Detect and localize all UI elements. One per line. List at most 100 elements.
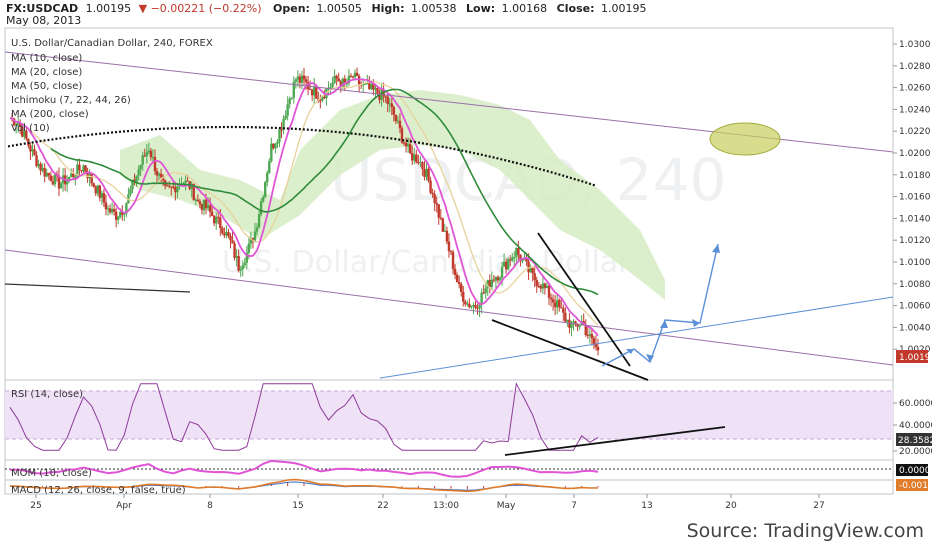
candle-up (370, 84, 373, 90)
candle-up (135, 175, 138, 183)
candle-up (127, 194, 130, 204)
candle-up (259, 201, 263, 215)
price-axis-label: 1.0160 (899, 193, 931, 203)
candle-down (376, 87, 379, 94)
candle-down (539, 285, 543, 289)
candle-up (131, 179, 134, 190)
open-label: Open: (273, 2, 310, 15)
candle-up (243, 262, 246, 266)
legend-ma200[interactable]: MA (200, close) (11, 109, 89, 120)
candle-down (415, 154, 418, 162)
candle-down (586, 335, 589, 337)
price-axis-label: 1.0300 (899, 40, 931, 50)
candle-down (233, 243, 236, 258)
legend-ma20[interactable]: MA (20, close) (11, 67, 82, 78)
legend-ma50[interactable]: MA (50, close) (11, 81, 82, 92)
candle-down (21, 126, 24, 137)
candle-down (547, 285, 551, 298)
candle-down (492, 279, 496, 281)
time-axis[interactable]: 25 Apr 8 15 22 13:00 May 7 13 20 27 (30, 494, 825, 511)
candle-down (208, 205, 212, 212)
candle-down (161, 177, 165, 181)
candle-down (496, 277, 500, 281)
candle-up (247, 243, 251, 253)
candle-down (590, 334, 594, 339)
mom-badge: 0.0000 (899, 466, 931, 476)
candle-down (527, 261, 530, 273)
drawings (4, 51, 894, 456)
legend-ichimoku[interactable]: Ichimoku (7, 22, 44, 26) (11, 95, 131, 106)
candle-down (133, 179, 136, 183)
candle-down (576, 324, 579, 327)
indicator-legend: U.S. Dollar/Canadian Dollar, 240, FOREX … (11, 38, 213, 134)
price-axis-label: 1.0040 (899, 323, 931, 333)
candle-down (509, 259, 512, 261)
rsi-line (9, 382, 599, 451)
candle-up (443, 230, 447, 232)
candle-up (541, 283, 545, 289)
candle-up (261, 196, 265, 202)
candle-up (329, 87, 332, 89)
date-label: May 08, 2013 (6, 14, 81, 27)
candle-up (45, 172, 48, 177)
price-axis-label: 1.0140 (899, 214, 931, 224)
candle-down (453, 268, 457, 275)
price-axis-label: 1.0060 (899, 302, 931, 312)
candle-down (339, 81, 342, 88)
candle-down (227, 232, 230, 236)
candle-down (488, 280, 491, 288)
candle-up (466, 303, 469, 305)
candle-down (84, 165, 87, 173)
candle-down (272, 143, 275, 149)
legend-ma10[interactable]: MA (10, close) (11, 53, 82, 64)
candle-up (274, 143, 277, 149)
candle-down (35, 155, 38, 167)
candle-down (25, 130, 28, 139)
price-pane[interactable] (4, 27, 894, 381)
candle-up (480, 292, 483, 305)
legend-mom[interactable]: MOM (10, close) (11, 468, 92, 479)
candle-up (268, 161, 271, 173)
candle-down (551, 299, 555, 303)
candle-up (502, 261, 506, 267)
time-axis-label: 8 (207, 501, 213, 511)
candle-up (59, 183, 63, 189)
macd-badge: -0.0015 (899, 481, 932, 491)
ichimoku-cloud (120, 90, 665, 300)
candle-up (270, 143, 273, 162)
candle-down (574, 321, 577, 325)
legend-volume[interactable]: Vol (10) (11, 123, 50, 134)
candle-down (482, 292, 485, 294)
candle-up (235, 256, 238, 258)
candle-down (166, 185, 169, 187)
time-axis-label: May (497, 501, 516, 511)
high-label: High: (371, 2, 404, 15)
candle-up (31, 149, 34, 152)
time-axis-label: 22 (377, 501, 388, 511)
candle-up (588, 334, 592, 336)
candle-down (114, 211, 118, 220)
price-axis[interactable]: 1.0300 1.0280 1.0260 1.0240 1.0220 1.0200 1.01… (893, 40, 931, 355)
candle-down (392, 107, 396, 115)
candle-up (313, 86, 316, 96)
legend-rsi[interactable]: RSI (14, close) (11, 389, 83, 400)
candle-up (498, 277, 502, 281)
candle-down (335, 75, 338, 79)
legend-title[interactable]: U.S. Dollar/Canadian Dollar, 240, FOREX (11, 38, 213, 49)
price-axis-label: 1.0260 (899, 84, 931, 94)
candle-up (16, 123, 20, 125)
candle-down (431, 192, 434, 195)
candle-up (41, 168, 44, 171)
candle-down (504, 261, 508, 270)
candle-up (37, 163, 40, 167)
candle-down (433, 194, 436, 203)
candle-up (486, 280, 489, 289)
support-line (4, 283, 191, 293)
candle-down (196, 199, 200, 201)
candle-down (204, 199, 208, 209)
candle-down (57, 175, 61, 189)
price-axis-label: 1.0100 (899, 258, 931, 268)
legend-macd[interactable]: MACD (12, 26, close, 9, false, true) (11, 485, 186, 496)
candle-down (439, 217, 442, 219)
